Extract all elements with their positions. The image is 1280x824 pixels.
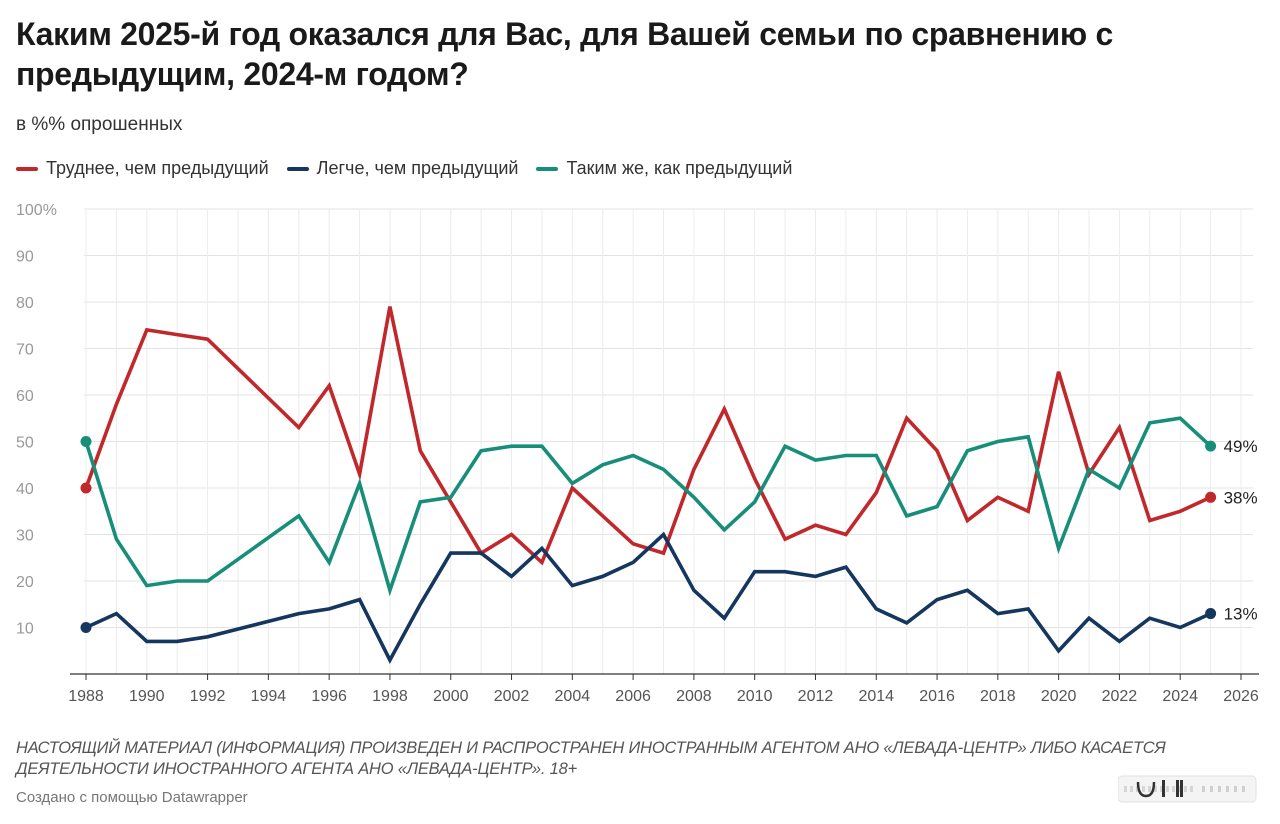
watermark-logo-icon	[1118, 775, 1257, 803]
y-tick-label: 80	[16, 295, 34, 312]
legend-label-harder: Труднее, чем предыдущий	[46, 158, 269, 178]
x-tick-label: 2020	[1041, 688, 1077, 705]
x-tick-label: 2024	[1162, 688, 1198, 705]
series-end-point-2	[1205, 440, 1217, 452]
series-end-label-0: 38%	[1224, 488, 1258, 507]
chart-subtitle: в %% опрошенных	[16, 114, 183, 135]
x-tick-label: 2014	[858, 688, 894, 705]
legend-item-easier: Легче, чем предыдущий	[286, 158, 519, 179]
x-tick-label: 2010	[737, 688, 773, 705]
x-tick-label: 1994	[251, 688, 287, 705]
y-tick-label: 60	[16, 388, 34, 405]
series-start-point-0	[80, 482, 92, 494]
legend-swatch-easier	[286, 166, 309, 171]
x-tick-label: 1998	[372, 688, 408, 705]
x-tick-label: 2022	[1102, 688, 1138, 705]
series-start-point-2	[80, 436, 92, 447]
y-tick-label: 50	[16, 435, 34, 452]
foreign-agent-notice: НАСТОЯЩИЙ МАТЕРИАЛ (ИНФОРМАЦИЯ) ПРОИЗВЕД…	[16, 739, 1166, 778]
y-tick-label: 30	[16, 528, 34, 545]
y-tick-label: 100%	[16, 202, 57, 219]
x-tick-label: 2006	[615, 688, 651, 705]
series-line-0	[84, 306, 1213, 566]
y-tick-label: 20	[16, 574, 34, 591]
legend-label-easier: Легче, чем предыдущий	[316, 158, 519, 178]
x-tick-label: 2016	[919, 688, 955, 705]
x-tick-label: 2012	[798, 688, 834, 705]
x-tick-label: 1992	[190, 688, 226, 705]
series-end-label-2: 49%	[1224, 437, 1258, 456]
series-end-point-0	[1205, 491, 1217, 503]
y-tick-label: 40	[16, 481, 34, 498]
chart-title: Каким 2025-й год оказался для Вас, для В…	[16, 16, 1114, 92]
x-tick-label: 2000	[433, 688, 469, 705]
legend-item-harder: Труднее, чем предыдущий	[16, 158, 269, 179]
legend-label-same: Таким же, как предыдущий	[566, 158, 793, 178]
datawrapper-credit: Создано с помощью Datawrapper	[16, 789, 248, 806]
x-tick-label: 2018	[980, 688, 1016, 705]
series-end-point-1	[1205, 608, 1217, 620]
y-tick-label: 90	[16, 249, 34, 266]
x-tick-label: 1988	[68, 688, 104, 705]
legend: Труднее, чем предыдущий Легче, чем преды…	[16, 158, 792, 179]
x-tick-label: 2004	[555, 688, 591, 705]
x-tick-label: 2008	[676, 688, 712, 705]
x-tick-label: 2026	[1223, 688, 1259, 705]
x-tick-label: 1990	[129, 688, 165, 705]
series-line-1	[84, 531, 1213, 664]
series-end-label-1: 13%	[1224, 605, 1258, 624]
x-tick-label: 1996	[311, 688, 347, 705]
series-line-2	[84, 416, 1213, 597]
y-tick-label: 70	[16, 342, 34, 359]
legend-swatch-harder	[16, 166, 38, 171]
y-tick-label: 10	[16, 621, 34, 638]
series-start-point-1	[80, 622, 92, 633]
legend-swatch-same	[536, 166, 559, 171]
x-tick-label: 2002	[494, 688, 530, 705]
legend-item-same: Таким же, как предыдущий	[536, 158, 792, 179]
